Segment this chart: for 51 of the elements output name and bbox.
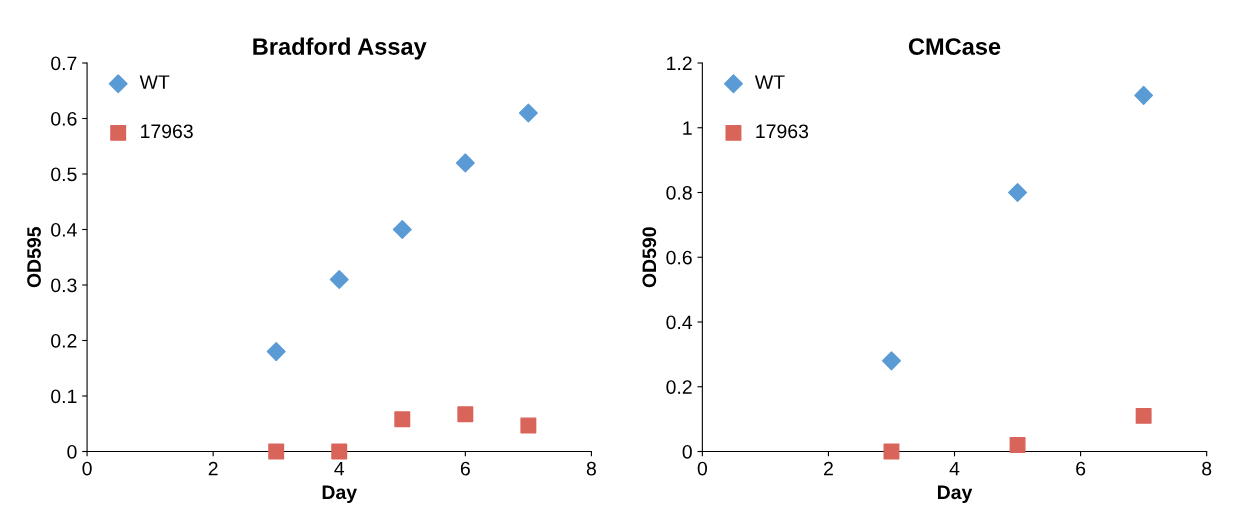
y-tick-label: 0.8 <box>666 185 692 200</box>
point <box>329 269 349 289</box>
y-tick-label: 0.6 <box>51 111 77 126</box>
point <box>394 411 411 428</box>
x-tick-label: 0 <box>697 461 707 476</box>
x-axis-title: Day <box>322 485 357 504</box>
point <box>457 406 474 423</box>
point <box>1134 85 1154 105</box>
legend-label: 17963 <box>141 124 193 139</box>
x-tick-label: 2 <box>208 461 218 476</box>
point <box>1135 407 1152 424</box>
x-tick-label: 4 <box>334 461 345 476</box>
y-axis-title: OD590 <box>642 227 657 288</box>
y-tick-label: 0 <box>682 444 692 459</box>
y-axis-title: OD595 <box>27 226 41 288</box>
x-tick-label: 6 <box>460 461 470 476</box>
legend-label: 17963 <box>756 124 809 139</box>
x-tick-label: 4 <box>949 461 960 476</box>
point <box>392 220 412 239</box>
point <box>455 153 475 173</box>
y-tick-label: 0.5 <box>51 167 77 182</box>
point <box>881 351 901 371</box>
y-tick-label: 1 <box>683 121 692 135</box>
point <box>1008 183 1028 202</box>
x-tick-label: 0 <box>82 461 92 476</box>
y-tick-label: 0.3 <box>51 278 77 293</box>
point <box>268 443 285 460</box>
legend-label: WT <box>754 75 785 89</box>
point <box>518 103 538 123</box>
chart-title: Bradford Assay <box>253 37 427 60</box>
point <box>266 342 286 362</box>
x-tick-label: 8 <box>586 461 596 476</box>
x-tick-label: 8 <box>1202 461 1212 476</box>
y-tick-label: 0.4 <box>51 222 77 237</box>
y-tick-label: 0.4 <box>666 315 693 330</box>
y-tick-label: 0.2 <box>666 380 692 394</box>
y-tick-label: 0.2 <box>51 333 77 348</box>
y-tick-label: 0 <box>67 444 77 459</box>
point <box>883 443 900 460</box>
legend-label: WT <box>139 75 170 89</box>
x-axis-title: Day <box>937 485 973 504</box>
x-tick-label: 2 <box>824 461 833 476</box>
x-tick-label: 6 <box>1076 461 1086 476</box>
chart-title: CMCase <box>908 38 1001 55</box>
y-tick-label: 0.1 <box>51 389 77 404</box>
y-tick-label: 0.7 <box>51 56 77 71</box>
point <box>520 417 537 434</box>
point <box>331 443 348 460</box>
y-tick-label: 0.6 <box>666 250 692 265</box>
y-tick-label: 1.2 <box>667 56 692 71</box>
point <box>1009 437 1026 454</box>
